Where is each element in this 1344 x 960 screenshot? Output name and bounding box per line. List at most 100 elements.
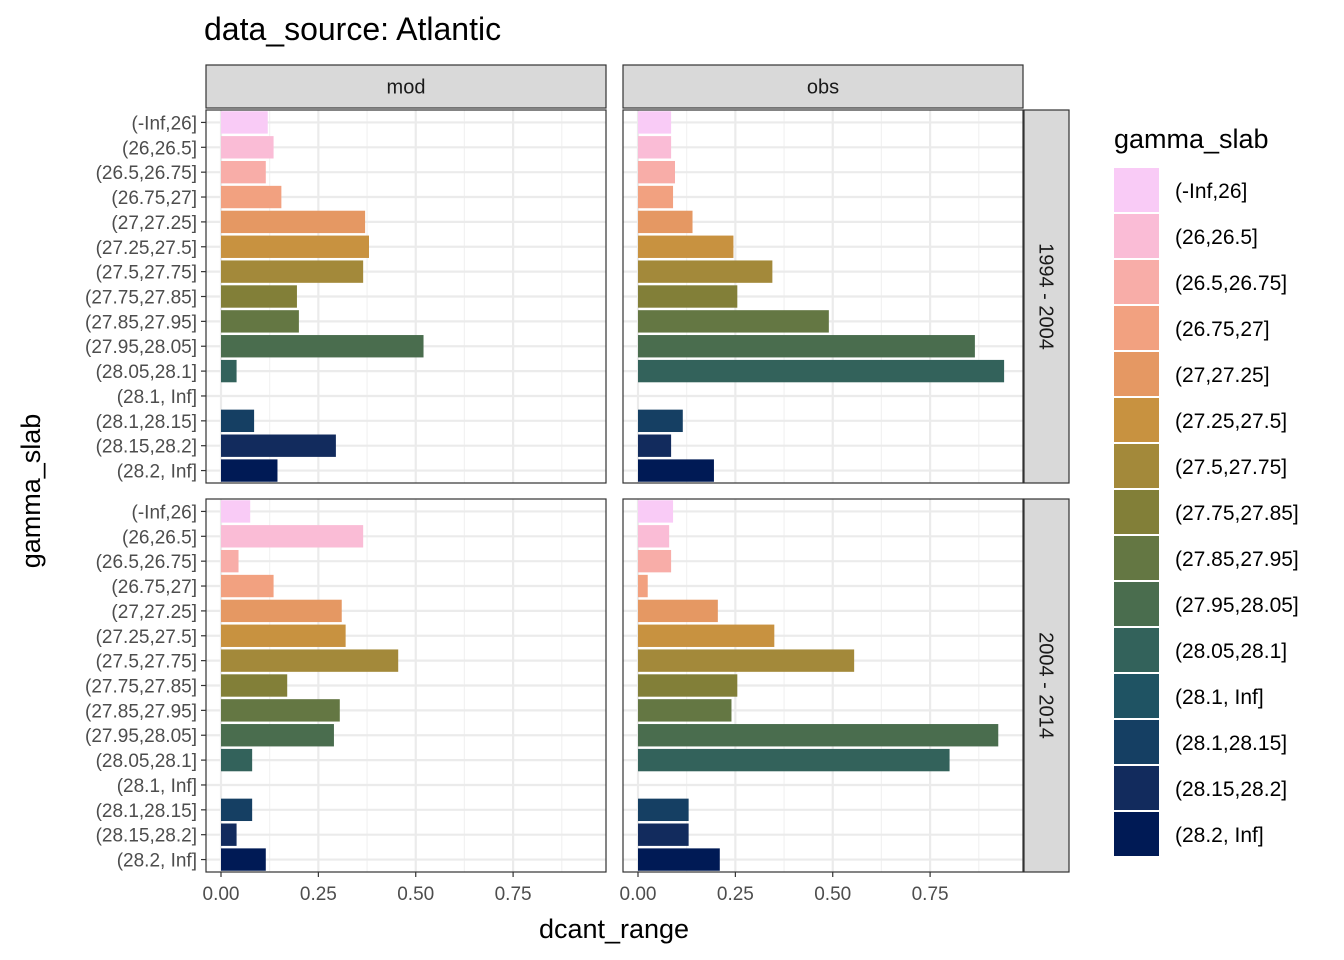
- y-tick-label: (27.85,27.95]: [85, 312, 197, 333]
- facet-strip-label: obs: [807, 77, 839, 99]
- bar-(28.05,28.1]: [221, 748, 253, 772]
- y-tick-label: (28.15,28.2]: [96, 826, 197, 847]
- bar-(28.15,28.2]: [221, 823, 237, 846]
- panel-border: [622, 498, 1024, 873]
- x-tick-label: 0.75: [912, 884, 949, 905]
- facet-strip-mod: [205, 64, 607, 109]
- bar-(28.15,28.2]: [221, 434, 336, 457]
- legend-label: (-Inf,26]: [1175, 180, 1247, 203]
- facet-strip-row-label: 1994 - 2004: [1035, 243, 1057, 350]
- y-tick-label: (26.5,26.75]: [96, 163, 197, 184]
- y-tick-label: (28.05,28.1]: [96, 751, 197, 772]
- bar-(26,26.5]: [221, 525, 364, 548]
- panel-border: [622, 109, 1024, 484]
- facet-strip-row: [1023, 109, 1070, 484]
- y-tick-label: (28.05,28.1]: [96, 362, 197, 383]
- y-tick-label: (27.75,27.85]: [85, 677, 197, 698]
- legend-key: [1114, 628, 1159, 672]
- legend-key: [1114, 536, 1159, 580]
- bar-(27.85,27.95]: [221, 310, 299, 333]
- bar-(26.75,27]: [221, 185, 282, 209]
- bar-(28.2, Inf]: [638, 459, 714, 482]
- y-tick-label: (27.5,27.75]: [96, 652, 197, 673]
- x-tick-label: 0.00: [620, 884, 657, 905]
- legend-key: [1114, 444, 1159, 488]
- bar-(27.25,27.5]: [221, 624, 346, 647]
- legend-label: (28.2, Inf]: [1175, 824, 1264, 847]
- bar-(27,27.25]: [221, 210, 366, 234]
- y-tick-label: (26.5,26.75]: [96, 552, 197, 573]
- bar-(26.75,27]: [638, 574, 648, 598]
- bar-(27.5,27.75]: [638, 649, 855, 672]
- bar-(28.15,28.2]: [638, 823, 689, 846]
- y-tick-label: (27.75,27.85]: [85, 288, 197, 309]
- legend-key: [1114, 490, 1159, 534]
- x-tick-label: 0.00: [203, 884, 240, 905]
- legend-label: (26,26.5]: [1175, 226, 1258, 249]
- y-tick-label: (26,26.5]: [122, 527, 197, 548]
- x-tick-label: 0.25: [717, 884, 754, 905]
- legend-label: (27,27.25]: [1175, 364, 1270, 387]
- legend-label: (27.95,28.05]: [1175, 594, 1299, 617]
- facet-panel-obs-0: [622, 109, 1024, 484]
- y-tick-label: (-Inf,26]: [132, 502, 197, 523]
- y-axis-title: gamma_slab: [16, 414, 46, 569]
- legend-key: [1114, 214, 1159, 258]
- bar-(27.5,27.75]: [221, 260, 364, 283]
- y-tick-label: (28.1, Inf]: [117, 387, 197, 408]
- bar-(28.1,28.15]: [638, 409, 683, 433]
- bar-(27.25,27.5]: [221, 235, 369, 258]
- y-tick-label: (27,27.25]: [111, 602, 197, 623]
- y-tick-label: (26.75,27]: [111, 577, 197, 598]
- legend-label: (28.1,28.15]: [1175, 732, 1287, 755]
- bar-(28.2, Inf]: [221, 848, 266, 871]
- bar-(26,26.5]: [638, 136, 672, 159]
- bar-(-Inf,26]: [221, 500, 251, 523]
- y-tick-label: (28.1, Inf]: [117, 776, 197, 797]
- bar-(-Inf,26]: [221, 111, 268, 134]
- bar-(27.25,27.5]: [638, 235, 734, 258]
- facet-panel-mod-0: [205, 109, 607, 484]
- y-tick-label: (28.1,28.15]: [96, 801, 197, 822]
- legend-label: (26.75,27]: [1175, 318, 1270, 341]
- legend-key: [1114, 812, 1159, 856]
- facet-panel-obs-1: [622, 498, 1024, 873]
- panels: mod obs 1994 - 2004 2004 - 2014 (-Inf,26] (26…: [85, 64, 1070, 905]
- legend-key: [1114, 766, 1159, 810]
- y-tick-label: (27.95,28.05]: [85, 726, 197, 747]
- x-axis-title: dcant_range: [539, 914, 689, 944]
- legend-key: [1114, 260, 1159, 304]
- bar-(28.2, Inf]: [221, 459, 278, 482]
- bar-(-Inf,26]: [638, 500, 674, 523]
- bar-(27.85,27.95]: [638, 699, 732, 722]
- bar-(28.1,28.15]: [221, 798, 253, 822]
- bar-(27.5,27.75]: [221, 649, 399, 672]
- facet-panel-mod-1: [205, 498, 607, 873]
- facet-strip-row: [1023, 498, 1070, 873]
- legend-label: (27.75,27.85]: [1175, 502, 1299, 525]
- y-tick-label: (28.2, Inf]: [117, 851, 197, 872]
- legend-label: (27.5,27.75]: [1175, 456, 1287, 479]
- bar-(28.05,28.1]: [638, 359, 1005, 383]
- bar-(26.75,27]: [638, 185, 674, 209]
- bar-(28.15,28.2]: [638, 434, 672, 457]
- bar-(27.85,27.95]: [221, 699, 340, 722]
- y-tick-label: (27,27.25]: [111, 213, 197, 234]
- legend-key: [1114, 398, 1159, 442]
- bar-(-Inf,26]: [638, 111, 672, 134]
- bar-(27.5,27.75]: [638, 260, 773, 283]
- bar-(27,27.25]: [221, 599, 342, 623]
- bar-(27,27.25]: [638, 210, 693, 234]
- bar-(26.5,26.75]: [638, 160, 675, 184]
- y-tick-label: (28.1,28.15]: [96, 412, 197, 433]
- bar-(27.95,28.05]: [638, 724, 999, 747]
- legend-key: [1114, 168, 1159, 212]
- bar-(27.85,27.95]: [638, 310, 829, 333]
- legend-key: [1114, 720, 1159, 764]
- legend-label: (28.15,28.2]: [1175, 778, 1287, 801]
- bar-(27.75,27.85]: [221, 674, 288, 697]
- x-tick-label: 0.50: [814, 884, 851, 905]
- x-tick-label: 0.25: [300, 884, 337, 905]
- bar-(28.1,28.15]: [638, 798, 689, 822]
- y-tick-label: (28.15,28.2]: [96, 437, 197, 458]
